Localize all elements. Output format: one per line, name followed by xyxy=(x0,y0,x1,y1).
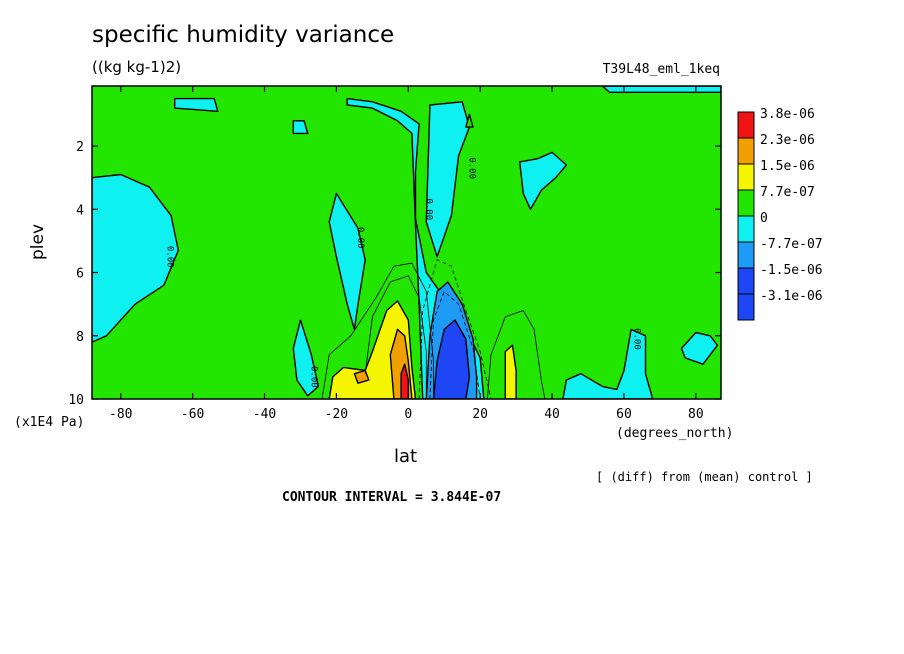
contour-region-negative-weak-8 xyxy=(601,86,721,94)
x-tick-label-3: -20 xyxy=(325,407,348,422)
contour-region-negative-weak-0 xyxy=(92,173,180,343)
x-tick-label-8: 80 xyxy=(688,407,704,422)
contour-region-negative-weak-6 xyxy=(562,328,654,399)
contour-interval: CONTOUR INTERVAL = 3.844E-07 xyxy=(282,490,502,505)
y-tick-label-0: 2 xyxy=(76,140,84,155)
legend-swatch-4 xyxy=(737,215,755,243)
legend-label-6: -1.5e-06 xyxy=(760,263,823,278)
legend-label-2: 1.5e-06 xyxy=(760,159,815,174)
legend-swatch-0 xyxy=(737,111,755,139)
contour-region-negative-weak-4 xyxy=(425,101,471,258)
contour-line-3 xyxy=(418,259,492,399)
contour-region-negative-weak-7 xyxy=(680,331,719,365)
contour-region-negative-strong-12 xyxy=(432,319,471,399)
legend-label-5: -7.7e-07 xyxy=(760,237,823,252)
x-tick-label-0: -80 xyxy=(109,407,132,422)
x-axis-units: (degrees_north) xyxy=(616,426,734,441)
x-tick-label-6: 40 xyxy=(544,407,560,422)
legend-label-4: 0 xyxy=(760,211,768,226)
legend-label-0: 3.8e-06 xyxy=(760,107,815,122)
y-tick-label-1: 4 xyxy=(76,203,84,218)
chart-title: specific humidity variance xyxy=(92,22,395,48)
x-tick-label-7: 60 xyxy=(616,407,632,422)
x-tick-label-4: 0 xyxy=(404,407,412,422)
contour-region-negative-weak-10 xyxy=(173,97,219,113)
contour-label-5: 0.00 xyxy=(632,328,642,350)
x-tick-label-2: -40 xyxy=(253,407,276,422)
legend-swatch-3 xyxy=(737,189,755,217)
run-label: T39L48_eml_1keq xyxy=(602,62,720,77)
x-tick-label-1: -60 xyxy=(181,407,204,422)
contour-region-positive-weak-14 xyxy=(504,344,517,399)
contour-region-positive-mid-16 xyxy=(353,369,370,384)
legend-swatch-6 xyxy=(737,267,755,295)
legend-swatch-5 xyxy=(737,241,755,269)
legend-swatch-1 xyxy=(737,137,755,165)
plot-frame xyxy=(91,85,722,400)
contour-region-negative-weak-9 xyxy=(292,120,309,135)
contour-label-3: 0.00 xyxy=(466,157,476,179)
legend-label-7: -3.1e-06 xyxy=(760,289,823,304)
color-legend: 3.8e-06 2.3e-06 1.5e-06 7.7e-07 0 -7.7e-07 -1.… xyxy=(737,107,823,321)
legend-label-1: 2.3e-06 xyxy=(760,133,815,148)
contour-region-positive-strong-17 xyxy=(400,363,409,399)
chart-units: ((kg kg-1)2) xyxy=(92,58,182,76)
contour-region-negative-weak-2 xyxy=(328,192,366,331)
legend-swatch-7 xyxy=(737,293,755,321)
contour-label-2: 0.00 xyxy=(423,198,433,220)
y-axis-units: (x1E4 Pa) xyxy=(14,415,85,430)
contour-line-0 xyxy=(364,275,427,399)
diff-note: [ (diff) from (mean) control ] xyxy=(596,470,813,484)
contour-region-negative-weak-5 xyxy=(519,151,568,211)
contour-regions: 0.00 0.00 0.00 0.00 0.00 0.00 xyxy=(92,86,721,399)
y-tick-label-2: 6 xyxy=(76,267,84,282)
x-tick-label-5: 20 xyxy=(472,407,488,422)
contour-label-0: 0.00 xyxy=(164,246,174,268)
contour-label-1: 0.00 xyxy=(355,227,365,249)
contour-label-4: 0.00 xyxy=(308,366,318,388)
legend-label-3: 7.7e-07 xyxy=(760,185,815,200)
x-axis-label: lat xyxy=(394,446,418,467)
contour-region-negative-weak-1 xyxy=(292,319,320,397)
y-tick-label-4: 10 xyxy=(68,393,84,408)
contour-line-4 xyxy=(429,290,481,399)
contour-line-1 xyxy=(321,262,434,399)
contour-line-2 xyxy=(487,310,546,399)
y-tick-label-3: 8 xyxy=(76,330,84,345)
legend-swatch-2 xyxy=(737,163,755,191)
contour-region-positive-weak-18 xyxy=(465,113,474,128)
